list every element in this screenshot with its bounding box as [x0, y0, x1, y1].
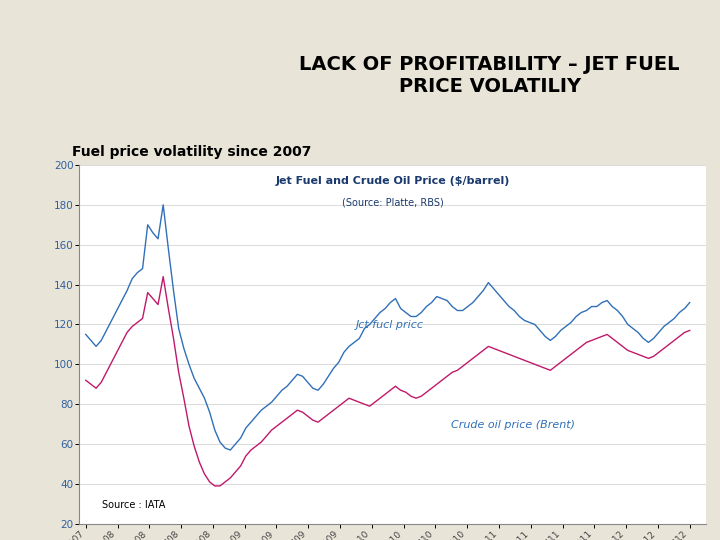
Text: Crude oil price (Brent): Crude oil price (Brent): [451, 420, 575, 430]
Text: Jet Fuel and Crude Oil Price ($/barrel): Jet Fuel and Crude Oil Price ($/barrel): [275, 176, 510, 186]
Text: Source : IATA: Source : IATA: [102, 500, 165, 510]
Text: LACK OF PROFITABILITY – JET FUEL
PRICE VOLATILIY: LACK OF PROFITABILITY – JET FUEL PRICE V…: [300, 55, 680, 96]
Text: Fuel price volatility since 2007: Fuel price volatility since 2007: [71, 145, 311, 159]
Text: (Source: Platte, RBS): (Source: Platte, RBS): [341, 197, 444, 207]
Text: Jct fucl pricc: Jct fucl pricc: [356, 320, 424, 330]
